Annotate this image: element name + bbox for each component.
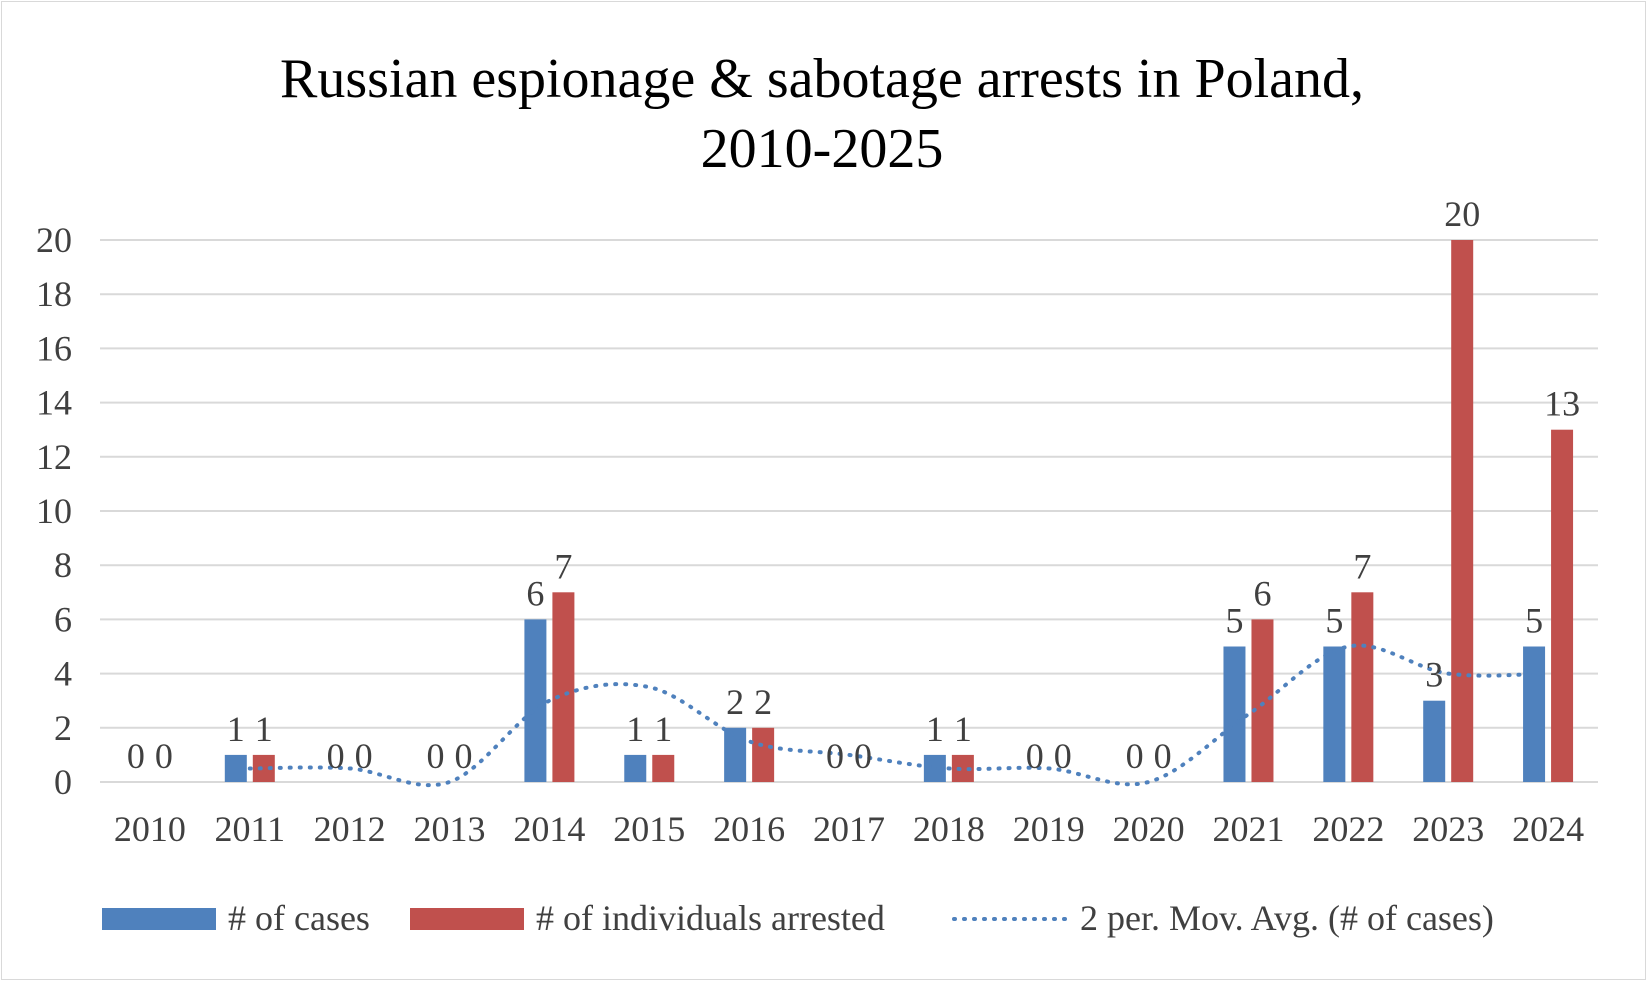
bar-cases xyxy=(923,754,946,782)
data-label-cases: 5 xyxy=(1525,601,1543,641)
y-tick-label: 2 xyxy=(54,708,72,748)
legend-swatch-cases xyxy=(102,908,216,930)
legend-label-moving-average: 2 per. Mov. Avg. (# of cases) xyxy=(1080,898,1494,938)
data-label-individuals-arrested: 20 xyxy=(1444,194,1480,234)
x-axis-ticks: 2010 2011 2012 2013 2014 2015 2016 2017 2018 2019… xyxy=(114,809,1584,849)
data-label-individuals-arrested: 6 xyxy=(1253,573,1271,613)
bar-individuals-arrested xyxy=(1251,619,1274,782)
x-tick-label: 2019 xyxy=(1013,809,1085,849)
x-tick-label: 2023 xyxy=(1412,809,1484,849)
y-tick-label: 4 xyxy=(54,654,72,694)
data-label-individuals-arrested: 0 xyxy=(155,736,173,776)
y-tick-label: 12 xyxy=(36,437,72,477)
chart-title-line-2: 2010-2025 xyxy=(701,118,944,180)
legend: # of cases # of individuals arrested 2 per… xyxy=(102,898,1494,938)
y-tick-label: 0 xyxy=(54,762,72,802)
chart-title: Russian espionage & sabotage arrests in … xyxy=(280,48,1364,180)
x-tick-label: 2013 xyxy=(414,809,486,849)
y-tick-label: 10 xyxy=(36,491,72,531)
x-tick-label: 2016 xyxy=(713,809,785,849)
data-label-cases: 1 xyxy=(926,709,944,749)
data-label-individuals-arrested: 0 xyxy=(1054,736,1072,776)
data-label-cases: 0 xyxy=(1026,736,1044,776)
legend-label-individuals-arrested: # of individuals arrested xyxy=(536,898,885,938)
data-label-cases: 5 xyxy=(1225,601,1243,641)
data-label-individuals-arrested: 1 xyxy=(954,709,972,749)
bar-individuals-arrested xyxy=(1451,240,1474,782)
legend-label-cases: # of cases xyxy=(228,898,370,938)
data-label-individuals-arrested: 13 xyxy=(1544,384,1580,424)
data-label-individuals-arrested: 0 xyxy=(355,736,373,776)
bar-cases xyxy=(1523,646,1546,782)
bar-cases xyxy=(1323,646,1346,782)
bar-individuals-arrested xyxy=(1351,592,1374,782)
data-label-individuals-arrested: 0 xyxy=(1154,736,1172,776)
x-tick-label: 2010 xyxy=(114,809,186,849)
x-tick-label: 2024 xyxy=(1512,809,1584,849)
data-label-cases: 2 xyxy=(726,682,744,722)
data-label-cases: 0 xyxy=(1126,736,1144,776)
moving-average-path xyxy=(247,643,1551,788)
bars xyxy=(224,240,1574,782)
x-tick-label: 2011 xyxy=(214,809,285,849)
gridlines xyxy=(100,239,1598,783)
y-tick-label: 6 xyxy=(54,599,72,639)
y-tick-label: 14 xyxy=(36,383,72,423)
x-tick-label: 2021 xyxy=(1212,809,1284,849)
bar-cases xyxy=(224,754,247,782)
data-label-cases: 0 xyxy=(427,736,445,776)
bar-cases xyxy=(624,754,647,782)
bar-individuals-arrested xyxy=(752,727,775,782)
data-label-cases: 1 xyxy=(626,709,644,749)
x-tick-label: 2014 xyxy=(513,809,585,849)
x-tick-label: 2017 xyxy=(813,809,885,849)
bar-individuals-arrested xyxy=(552,592,575,782)
y-tick-label: 16 xyxy=(36,328,72,368)
data-label-cases: 3 xyxy=(1425,655,1443,695)
y-tick-label: 8 xyxy=(54,545,72,585)
x-tick-label: 2022 xyxy=(1312,809,1384,849)
data-label-individuals-arrested: 7 xyxy=(554,546,572,586)
bar-individuals-arrested xyxy=(652,754,675,782)
y-tick-label: 20 xyxy=(36,220,72,260)
x-tick-label: 2018 xyxy=(913,809,985,849)
x-tick-label: 2020 xyxy=(1113,809,1185,849)
data-label-individuals-arrested: 1 xyxy=(654,709,672,749)
x-tick-label: 2012 xyxy=(314,809,386,849)
data-label-individuals-arrested: 7 xyxy=(1353,546,1371,586)
data-label-cases: 0 xyxy=(127,736,145,776)
data-label-individuals-arrested: 0 xyxy=(455,736,473,776)
legend-swatch-individuals-arrested xyxy=(410,908,524,930)
y-tick-label: 18 xyxy=(36,274,72,314)
data-label-cases: 6 xyxy=(526,573,544,613)
data-label-cases: 1 xyxy=(227,709,245,749)
data-label-individuals-arrested: 2 xyxy=(754,682,772,722)
bar-cases xyxy=(1223,646,1246,782)
x-tick-label: 2015 xyxy=(613,809,685,849)
bar-individuals-arrested xyxy=(951,754,974,782)
data-label-cases: 5 xyxy=(1325,601,1343,641)
data-label-individuals-arrested: 0 xyxy=(854,736,872,776)
bar-cases xyxy=(724,727,747,782)
data-label-individuals-arrested: 1 xyxy=(255,709,273,749)
bar-cases xyxy=(524,619,547,782)
data-label-cases: 0 xyxy=(327,736,345,776)
bar-individuals-arrested xyxy=(252,754,275,782)
bar-cases xyxy=(1423,700,1446,782)
bar-individuals-arrested xyxy=(1551,429,1574,782)
y-axis-ticks: 0 2 4 6 8 10 12 14 16 18 20 xyxy=(36,220,72,802)
moving-average-line xyxy=(247,643,1551,788)
chart-title-line-1: Russian espionage & sabotage arrests in … xyxy=(280,48,1364,110)
data-label-cases: 0 xyxy=(826,736,844,776)
